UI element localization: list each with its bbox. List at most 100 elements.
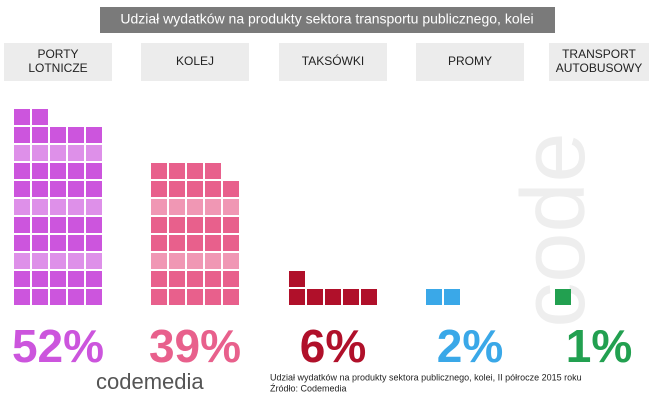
waffle-cell bbox=[223, 235, 239, 251]
waffle-cell bbox=[50, 235, 66, 251]
waffle-cell bbox=[169, 199, 185, 215]
source: Źródło: Codemedia bbox=[270, 383, 347, 393]
chart-title: Udział wydatków na produkty sektora tran… bbox=[120, 11, 533, 27]
waffle-cell bbox=[14, 289, 30, 305]
waffle-cell bbox=[32, 109, 48, 125]
waffle-cell bbox=[32, 145, 48, 161]
waffle-cell bbox=[187, 235, 203, 251]
waffle-cell bbox=[205, 289, 221, 305]
waffle-cell bbox=[223, 181, 239, 197]
waffle-cell bbox=[289, 289, 305, 305]
waffle-cell bbox=[187, 289, 203, 305]
category-label: PORTY LOTNICZE bbox=[28, 47, 87, 75]
category-box bbox=[4, 43, 112, 81]
waffle-cell bbox=[205, 181, 221, 197]
waffle-cell bbox=[187, 181, 203, 197]
waffle-cell bbox=[169, 271, 185, 287]
waffle-cell bbox=[14, 163, 30, 179]
waffle-cell bbox=[50, 145, 66, 161]
waffle-cell bbox=[205, 163, 221, 179]
waffle-cell bbox=[68, 289, 84, 305]
category-label: TAKSÓWKI bbox=[302, 53, 364, 68]
waffle-cell bbox=[86, 271, 102, 287]
value-label: 2% bbox=[437, 320, 503, 372]
note: Udział wydatków na produkty sektora publ… bbox=[270, 372, 582, 382]
waffle-cell bbox=[169, 253, 185, 269]
waffle-cell bbox=[86, 145, 102, 161]
waffle-cell bbox=[32, 235, 48, 251]
waffle-cell bbox=[14, 199, 30, 215]
waffle-cell bbox=[86, 127, 102, 143]
waffle-cell bbox=[32, 217, 48, 233]
waffle-cell bbox=[68, 127, 84, 143]
waffle-cell bbox=[32, 289, 48, 305]
waffle-cell bbox=[50, 199, 66, 215]
waffle-cell bbox=[14, 271, 30, 287]
waffle-cell bbox=[151, 199, 167, 215]
waffle-cell bbox=[50, 127, 66, 143]
category-box bbox=[549, 43, 649, 81]
waffle-cell bbox=[86, 235, 102, 251]
value-label: 39% bbox=[149, 320, 241, 372]
waffle-cell bbox=[169, 289, 185, 305]
waffle-cell bbox=[86, 163, 102, 179]
waffle-cell bbox=[50, 181, 66, 197]
waffle-cell bbox=[223, 253, 239, 269]
waffle-cell bbox=[14, 109, 30, 125]
waffle-cell bbox=[169, 217, 185, 233]
waffle-cell bbox=[151, 253, 167, 269]
waffle-cell bbox=[14, 181, 30, 197]
value-label: 6% bbox=[300, 320, 366, 372]
waffle-cell bbox=[307, 289, 323, 305]
category-label: PROMY bbox=[448, 54, 492, 68]
waffle-cell bbox=[151, 235, 167, 251]
waffle-cell bbox=[68, 145, 84, 161]
category-box bbox=[279, 43, 387, 81]
waffle-cell bbox=[223, 217, 239, 233]
waffle-cell bbox=[205, 235, 221, 251]
waffle-cell bbox=[68, 235, 84, 251]
waffle-cell bbox=[32, 127, 48, 143]
waffle-cell bbox=[205, 217, 221, 233]
waffle-cell bbox=[50, 163, 66, 179]
waffle-cell bbox=[32, 181, 48, 197]
waffle-cell bbox=[68, 181, 84, 197]
waffle-cell bbox=[187, 253, 203, 269]
waffle-cell bbox=[32, 163, 48, 179]
waffle-cell bbox=[68, 163, 84, 179]
waffle-cell bbox=[86, 289, 102, 305]
waffle-cell bbox=[151, 289, 167, 305]
category-box bbox=[141, 43, 249, 81]
waffle-cell bbox=[169, 181, 185, 197]
value-label: 1% bbox=[566, 320, 632, 372]
waffle-cell bbox=[187, 199, 203, 215]
waffle-cell bbox=[205, 271, 221, 287]
waffle-cell bbox=[32, 253, 48, 269]
waffle-cell bbox=[343, 289, 359, 305]
waffle-cell bbox=[14, 253, 30, 269]
waffle-cell bbox=[50, 253, 66, 269]
waffle-cell bbox=[14, 127, 30, 143]
waffle-cell bbox=[289, 271, 305, 287]
waffle-cell bbox=[223, 271, 239, 287]
waffle-cell bbox=[151, 217, 167, 233]
waffle-cell bbox=[187, 271, 203, 287]
watermark: code bbox=[504, 132, 604, 327]
waffle-cell bbox=[223, 289, 239, 305]
waffle-cell bbox=[361, 289, 377, 305]
waffle-cell bbox=[14, 145, 30, 161]
category-label: TRANSPORT AUTOBUSOWY bbox=[556, 47, 642, 75]
title-box bbox=[100, 7, 555, 33]
waffle-cell bbox=[555, 289, 571, 305]
category-label: KOLEJ bbox=[176, 54, 214, 68]
waffle-cell bbox=[151, 163, 167, 179]
logo: codemedia bbox=[96, 369, 204, 394]
waffle-cell bbox=[14, 235, 30, 251]
waffle-cell bbox=[205, 253, 221, 269]
waffle-cell bbox=[205, 199, 221, 215]
waffle-cell bbox=[187, 217, 203, 233]
waffle-cell bbox=[86, 181, 102, 197]
waffle-cell bbox=[86, 217, 102, 233]
